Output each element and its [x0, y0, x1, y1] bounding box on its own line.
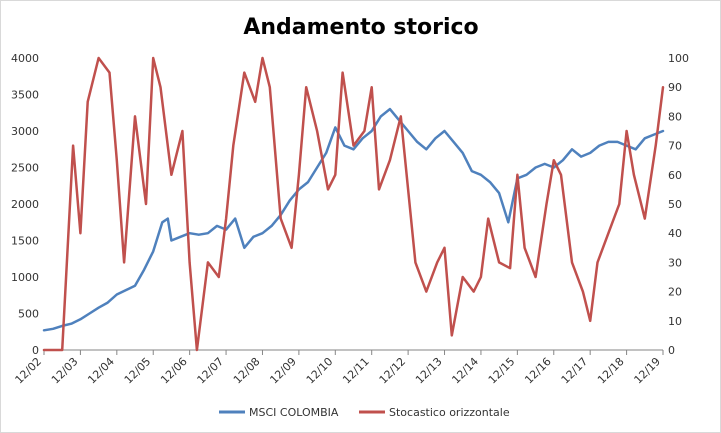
y-left-tick-label: 1000 — [11, 271, 39, 284]
y-left-tick-label: 3500 — [11, 89, 39, 102]
legend-label-0: MSCI COLOMBIA — [249, 406, 339, 419]
x-tick-label: 12/08 — [231, 355, 263, 387]
y-right-tick-label: 90 — [668, 81, 682, 94]
x-tick-label: 12/19 — [632, 355, 664, 387]
x-tick-label: 12/09 — [267, 355, 299, 387]
y-right-tick-label: 50 — [668, 198, 682, 211]
x-tick-label: 12/11 — [340, 355, 372, 387]
y-left-tick-label: 4000 — [11, 52, 39, 65]
y-left-tick-label: 3000 — [11, 125, 39, 138]
series-layer — [42, 56, 665, 352]
y-right-tick-label: 10 — [668, 315, 682, 328]
x-tick-label: 12/18 — [595, 355, 627, 387]
x-tick-label: 12/06 — [158, 355, 190, 387]
x-tick-label: 12/15 — [486, 355, 518, 387]
series-line-1 — [42, 56, 665, 352]
x-tick-label: 12/02 — [13, 355, 45, 387]
y-right-tick-label: 70 — [668, 140, 682, 153]
y-left-tick-label: 0 — [32, 344, 39, 357]
y-left-tick-label: 1500 — [11, 235, 39, 248]
x-tick-label: 12/14 — [449, 355, 481, 387]
legend-label-1: Stocastico orizzontale — [389, 406, 510, 419]
chart-title: Andamento storico — [243, 15, 478, 40]
legend: MSCI COLOMBIA Stocastico orizzontale — [219, 406, 510, 419]
y-right-tick-label: 30 — [668, 256, 682, 269]
x-tick-label: 12/03 — [49, 355, 81, 387]
y-left-tick-label: 2000 — [11, 198, 39, 211]
y-right-tick-label: 0 — [668, 344, 675, 357]
series-line-0 — [42, 107, 665, 332]
y-right-tick-label: 100 — [668, 52, 689, 65]
x-tick-label: 12/07 — [195, 355, 227, 387]
x-tick-label: 12/04 — [85, 355, 117, 387]
x-tick-label: 12/10 — [304, 355, 336, 387]
y-left-tick-label: 500 — [18, 308, 39, 321]
y-right-tick-label: 20 — [668, 286, 682, 299]
y-right-tick-label: 60 — [668, 169, 682, 182]
x-tick-label: 12/16 — [522, 355, 554, 387]
x-tick-label: 12/12 — [377, 355, 409, 387]
x-tick-label: 12/17 — [559, 355, 591, 387]
y-right-tick-label: 40 — [668, 227, 682, 240]
x-tick-label: 12/05 — [122, 355, 154, 387]
x-tick-label: 12/13 — [413, 355, 445, 387]
y-left-tick-label: 2500 — [11, 162, 39, 175]
y-right-tick-label: 80 — [668, 110, 682, 123]
